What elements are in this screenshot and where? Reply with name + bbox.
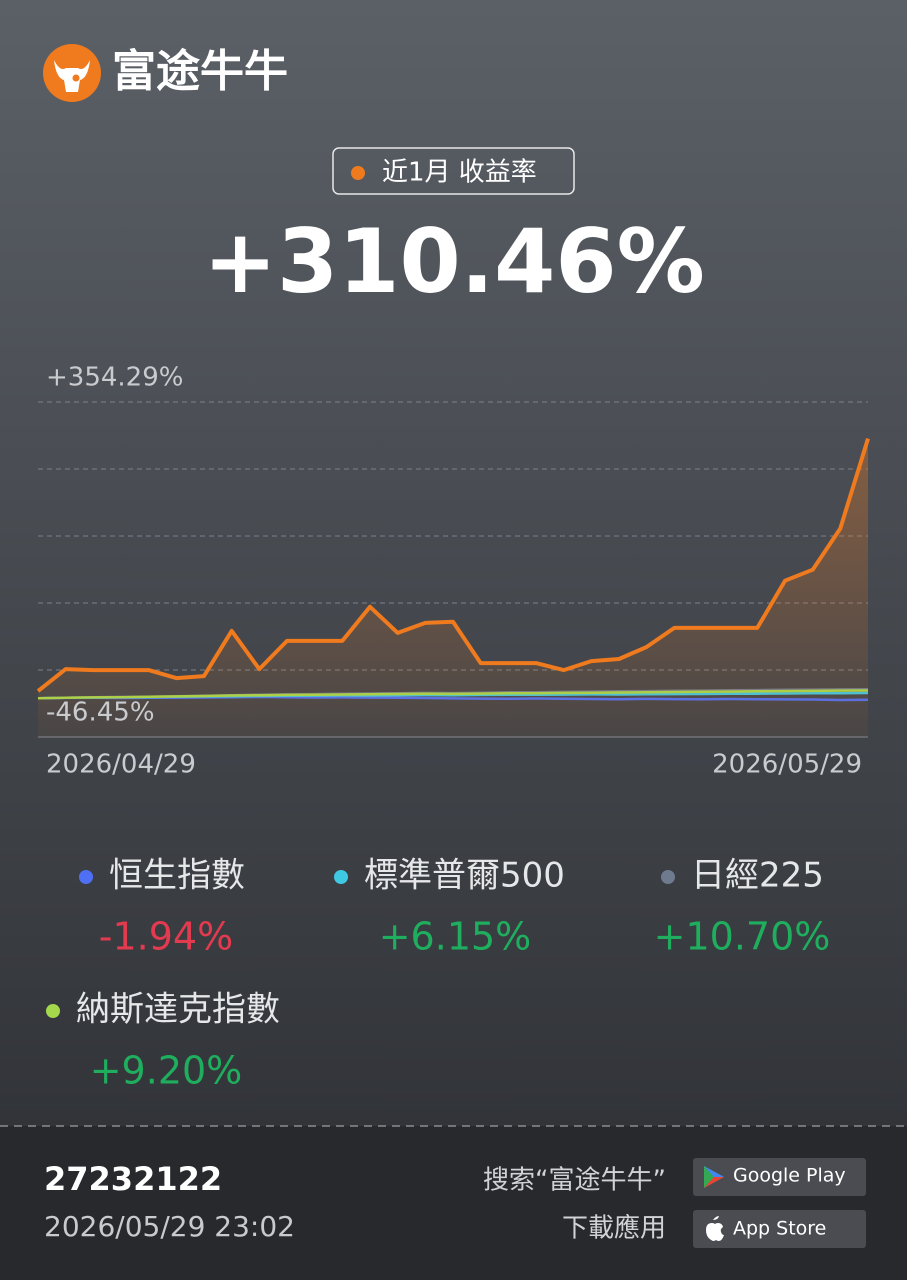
- legend-return: +10.70%: [654, 915, 831, 959]
- period-pill: [332, 147, 575, 195]
- return-area: [38, 438, 868, 737]
- legend-name: 日經225: [691, 856, 824, 896]
- app-store-button[interactable]: App Store: [693, 1210, 866, 1248]
- account-id: 27232122: [44, 1160, 222, 1198]
- x-tick-label: 2026/05/29: [712, 750, 862, 780]
- legend-return: -1.94%: [99, 915, 233, 959]
- y-tick-label: +354.29%: [46, 363, 183, 393]
- x-tick-label: 2026/04/29: [46, 750, 196, 780]
- brand-name: 富途牛牛: [112, 46, 288, 97]
- return-line: [36, 438, 870, 693]
- legend-name: 標準普爾500: [364, 856, 565, 896]
- y-tick-label: -46.45%: [46, 698, 155, 728]
- legend-return: +6.15%: [379, 915, 532, 959]
- download-hint: 下載應用: [562, 1214, 666, 1244]
- legend-dot: [46, 1004, 60, 1018]
- footer-background: [0, 1126, 907, 1280]
- legend-dot: [661, 870, 675, 884]
- plot: [36, 438, 870, 737]
- period-dot: [351, 166, 365, 180]
- legend-name: 恒生指數: [109, 856, 245, 896]
- search-hint: 搜索“富途牛牛”: [483, 1166, 666, 1196]
- google-play-label[interactable]: Google Play: [733, 1165, 846, 1187]
- period-label: 近1月 收益率: [382, 158, 537, 188]
- legend-dot: [79, 870, 93, 884]
- logo: [43, 44, 101, 102]
- legend-dot: [334, 870, 348, 884]
- timestamp: 2026/05/29 23:02: [44, 1210, 295, 1243]
- legend-return: +9.20%: [90, 1049, 243, 1093]
- google-play-button[interactable]: Google Play: [693, 1158, 866, 1196]
- app-store-label[interactable]: App Store: [733, 1218, 826, 1240]
- return-value: +310.46%: [203, 210, 705, 313]
- legend-name: 納斯達克指數: [76, 990, 280, 1030]
